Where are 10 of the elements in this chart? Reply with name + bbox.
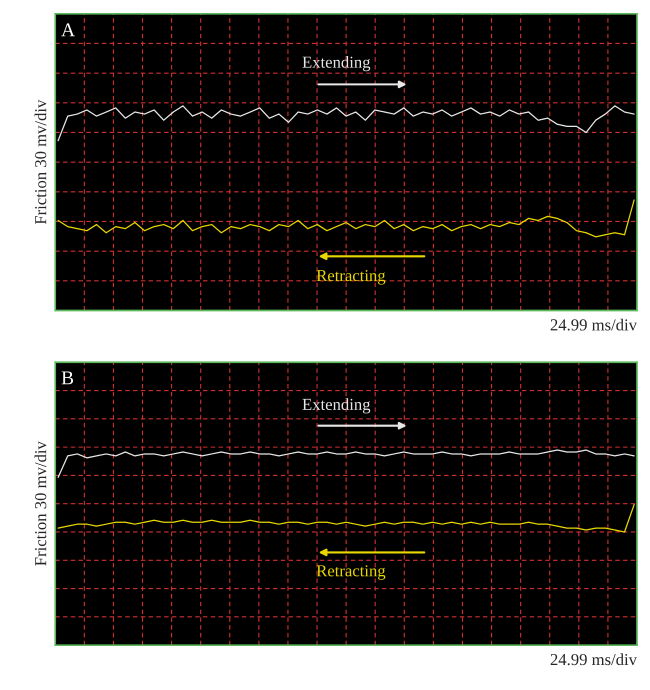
y-axis-title: Friction 30 mv/div	[34, 100, 46, 224]
legend-label: Retracting	[316, 565, 386, 580]
legend-label: Retracting	[316, 270, 386, 285]
chart-title: B	[62, 371, 74, 384]
y-axis-title: Friction 30 mv/div	[34, 441, 46, 566]
text: Extending	[302, 56, 370, 72]
x-axis-title: 24.99 ms/div	[550, 653, 637, 666]
x-axis-title: 24.99 ms/div	[550, 318, 637, 331]
text: Extending	[302, 398, 370, 414]
chart-title: A	[61, 23, 75, 36]
